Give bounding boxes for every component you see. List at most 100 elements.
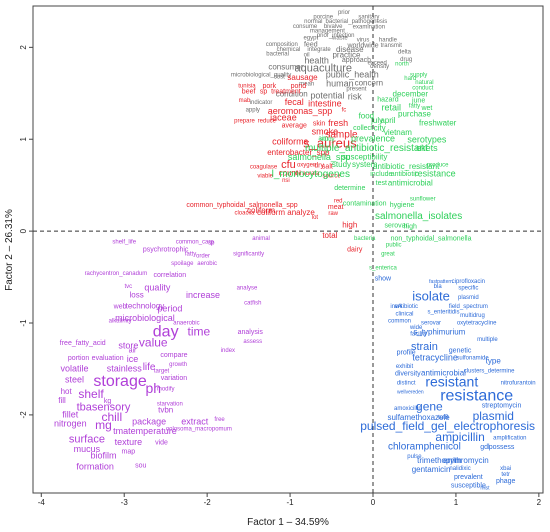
x-tick-label: 2 <box>537 498 542 507</box>
word-label-gray: handle <box>379 38 398 44</box>
word-label-purple: day <box>153 323 179 340</box>
word-label-green: city <box>374 123 386 132</box>
word-label-gray: cost <box>274 74 285 80</box>
word-label-gray: feed <box>304 41 318 48</box>
word-label-purple: map <box>122 448 136 455</box>
word-label-red: aeromonas_spp <box>268 106 333 116</box>
word-label-green: include <box>370 171 392 178</box>
word-label-green: salmonella_isolates <box>375 211 462 222</box>
word-label-gray: apply <box>246 107 260 113</box>
word-label-blue: exhibit <box>396 364 414 370</box>
word-label-red: dry <box>314 163 324 170</box>
word-label-green: freshwater <box>419 119 457 128</box>
word-label-purple: modify <box>157 387 175 393</box>
word-label-green: food <box>359 111 375 120</box>
word-label-gray: concern <box>355 78 383 87</box>
word-label-purple: sou <box>135 462 146 469</box>
word-label-purple: tbasensory <box>77 401 131 413</box>
word-label-purple: package <box>132 417 166 427</box>
word-label-gray: bivalve <box>324 24 343 30</box>
word-label-blue: resistance <box>440 388 513 405</box>
word-label-green: test <box>376 180 387 187</box>
word-label-purple: ice <box>127 354 139 364</box>
word-label-red: fc <box>342 107 347 113</box>
word-label-blue: gentamicin <box>412 465 451 474</box>
word-label-red: fresh <box>328 118 348 128</box>
word-label-green: supply <box>410 72 427 78</box>
word-label-purple: value <box>139 335 168 349</box>
word-label-red: oil <box>295 171 301 177</box>
word-label-red: high <box>342 221 357 230</box>
word-label-green: determine <box>334 185 365 192</box>
word-label-green: purchase <box>398 110 431 119</box>
word-label-blue: chloramphenicol <box>388 442 461 453</box>
word-label-gray: health <box>304 56 329 66</box>
word-label-purple: sp <box>208 241 215 247</box>
word-label-blue: clusters_determine <box>464 368 515 374</box>
word-label-green: salmonella_spp <box>288 152 351 162</box>
word-label-blue: tetB <box>438 415 449 421</box>
word-label-purple: fatty <box>185 252 196 258</box>
word-label-red: coliform <box>247 206 275 215</box>
x-ticks: -4 -3 -2 -1 0 1 2 <box>38 493 542 507</box>
word-label-blue: tetracycline <box>412 352 458 362</box>
word-label-red: mab <box>239 98 251 104</box>
word-label-blue: distinct <box>397 380 416 386</box>
word-label-red: total <box>322 231 337 240</box>
y-tick-label: 0 <box>19 228 28 233</box>
word-label-blue: amoxicillin <box>394 406 422 412</box>
word-label-purple: mg <box>95 418 112 432</box>
word-label-blue: sulfamethoxazole <box>387 413 450 422</box>
word-label-purple: storage <box>93 373 146 390</box>
word-label-blue: plasmid <box>473 409 514 423</box>
word-label-green: susceptibility <box>342 153 387 162</box>
word-label-gray: condition <box>276 89 308 98</box>
word-label-purple: analysis <box>238 329 264 336</box>
word-label-green: collect <box>353 125 373 132</box>
word-label-purple: extract <box>181 417 209 427</box>
word-label-red: iaceae <box>270 112 297 122</box>
word-label-blue: bla <box>434 284 443 290</box>
word-label-purple: quality <box>144 282 171 292</box>
word-label-gray: worldwide <box>346 42 378 49</box>
word-label-red: average <box>282 122 307 129</box>
y-tick-label: 1 <box>19 136 28 141</box>
word-label-gray: density <box>370 64 389 70</box>
word-label-purple: analyse <box>237 286 258 292</box>
word-label-purple: growth <box>169 362 187 368</box>
word-label-blue: isolate <box>412 289 450 304</box>
word-label-red: salt <box>322 164 333 171</box>
word-label-gray: normal <box>304 19 322 25</box>
word-label-red: count <box>279 168 299 177</box>
word-label-red: sample <box>325 129 358 140</box>
word-label-purple: hot <box>61 387 73 396</box>
word-label-green: multiple_antibiotic_resistant <box>305 143 428 154</box>
word-label-green: public <box>386 242 402 248</box>
word-label-blue: susceptible <box>451 482 486 489</box>
word-label-purple: chill <box>101 410 122 424</box>
word-label-purple: anaerobic <box>173 321 199 327</box>
word-label-gray: sanitary <box>358 15 379 21</box>
word-label-blue: antibiotic <box>394 304 418 310</box>
word-label-purple: steel <box>65 374 84 384</box>
word-label-purple: compare <box>160 352 187 359</box>
word-label-gray: bacterial_pathogenesis <box>326 19 388 25</box>
word-label-green: antibiotic_resistant <box>373 162 440 171</box>
word-label-blue: resistant <box>425 373 478 389</box>
word-label-gray: porcine <box>313 15 333 21</box>
word-label-green: prevalence <box>351 134 395 144</box>
word-label-blue: prevalent <box>454 474 483 481</box>
word-label-gray: consumer <box>268 63 303 72</box>
word-label-red: tunisia <box>238 84 256 90</box>
word-label-blue: xbai <box>500 466 511 472</box>
word-label-blue: wide <box>409 325 423 331</box>
word-label-purple: stainless <box>107 363 143 373</box>
word-label-red: skin <box>313 120 326 127</box>
word-label-green: antibiotic <box>391 171 419 178</box>
word-label-red: prepare <box>234 118 255 124</box>
word-label-purple: starvation <box>157 401 183 407</box>
word-label-gray: management <box>310 28 345 34</box>
y-tick-label: -1 <box>19 319 28 327</box>
word-label-red: common_typhoidal_salmonella_spp <box>186 202 297 209</box>
